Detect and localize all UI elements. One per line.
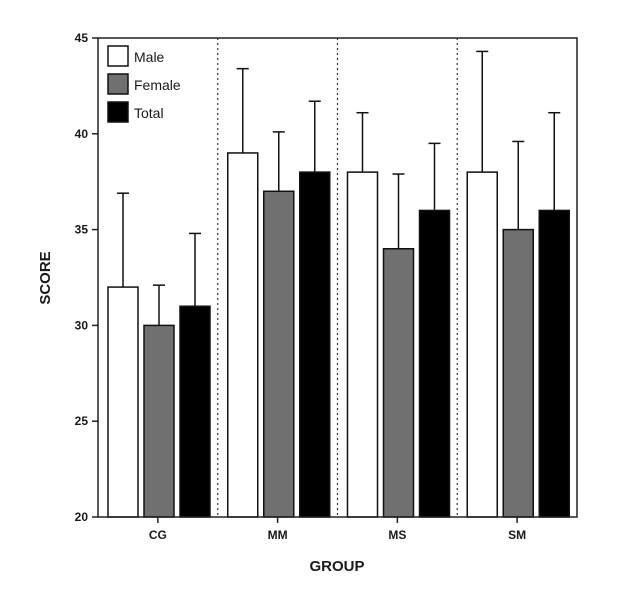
y-tick-label: 40 xyxy=(75,127,89,141)
legend-label-total: Total xyxy=(134,105,164,121)
legend-swatch-male xyxy=(107,45,129,67)
y-tick-label: 20 xyxy=(75,510,89,524)
y-tick-label: 25 xyxy=(75,414,89,428)
x-tick-label-mm: MM xyxy=(268,528,288,542)
bar-total-ms xyxy=(418,209,451,518)
bar-female-mm xyxy=(263,190,295,518)
bar-total-sm xyxy=(538,209,570,518)
x-axis-title: GROUP xyxy=(309,558,364,575)
bar-male-ms xyxy=(346,171,379,518)
bar-female-cg xyxy=(143,324,175,518)
bar-male-mm xyxy=(227,152,259,518)
x-tick-label-sm: SM xyxy=(508,528,526,542)
y-tick-label: 45 xyxy=(75,31,89,45)
legend-swatch-female xyxy=(107,73,129,95)
bar-total-cg xyxy=(179,305,211,518)
y-tick-label: 30 xyxy=(75,318,89,332)
bar-total-mm xyxy=(299,171,331,518)
y-axis-title: SCORE xyxy=(37,251,54,304)
y-tick-label: 35 xyxy=(75,223,89,237)
bar-male-cg xyxy=(107,286,139,518)
bar-female-sm xyxy=(502,228,534,518)
legend-label-male: Male xyxy=(134,49,165,65)
bar-male-sm xyxy=(466,171,498,518)
plot-frame xyxy=(97,37,578,518)
legend-swatch-total xyxy=(107,101,129,123)
x-tick-label-cg: CG xyxy=(149,528,167,542)
bar-female-ms xyxy=(382,248,415,518)
legend-label-female: Female xyxy=(134,77,181,93)
x-tick-label-ms: MS xyxy=(388,528,406,542)
